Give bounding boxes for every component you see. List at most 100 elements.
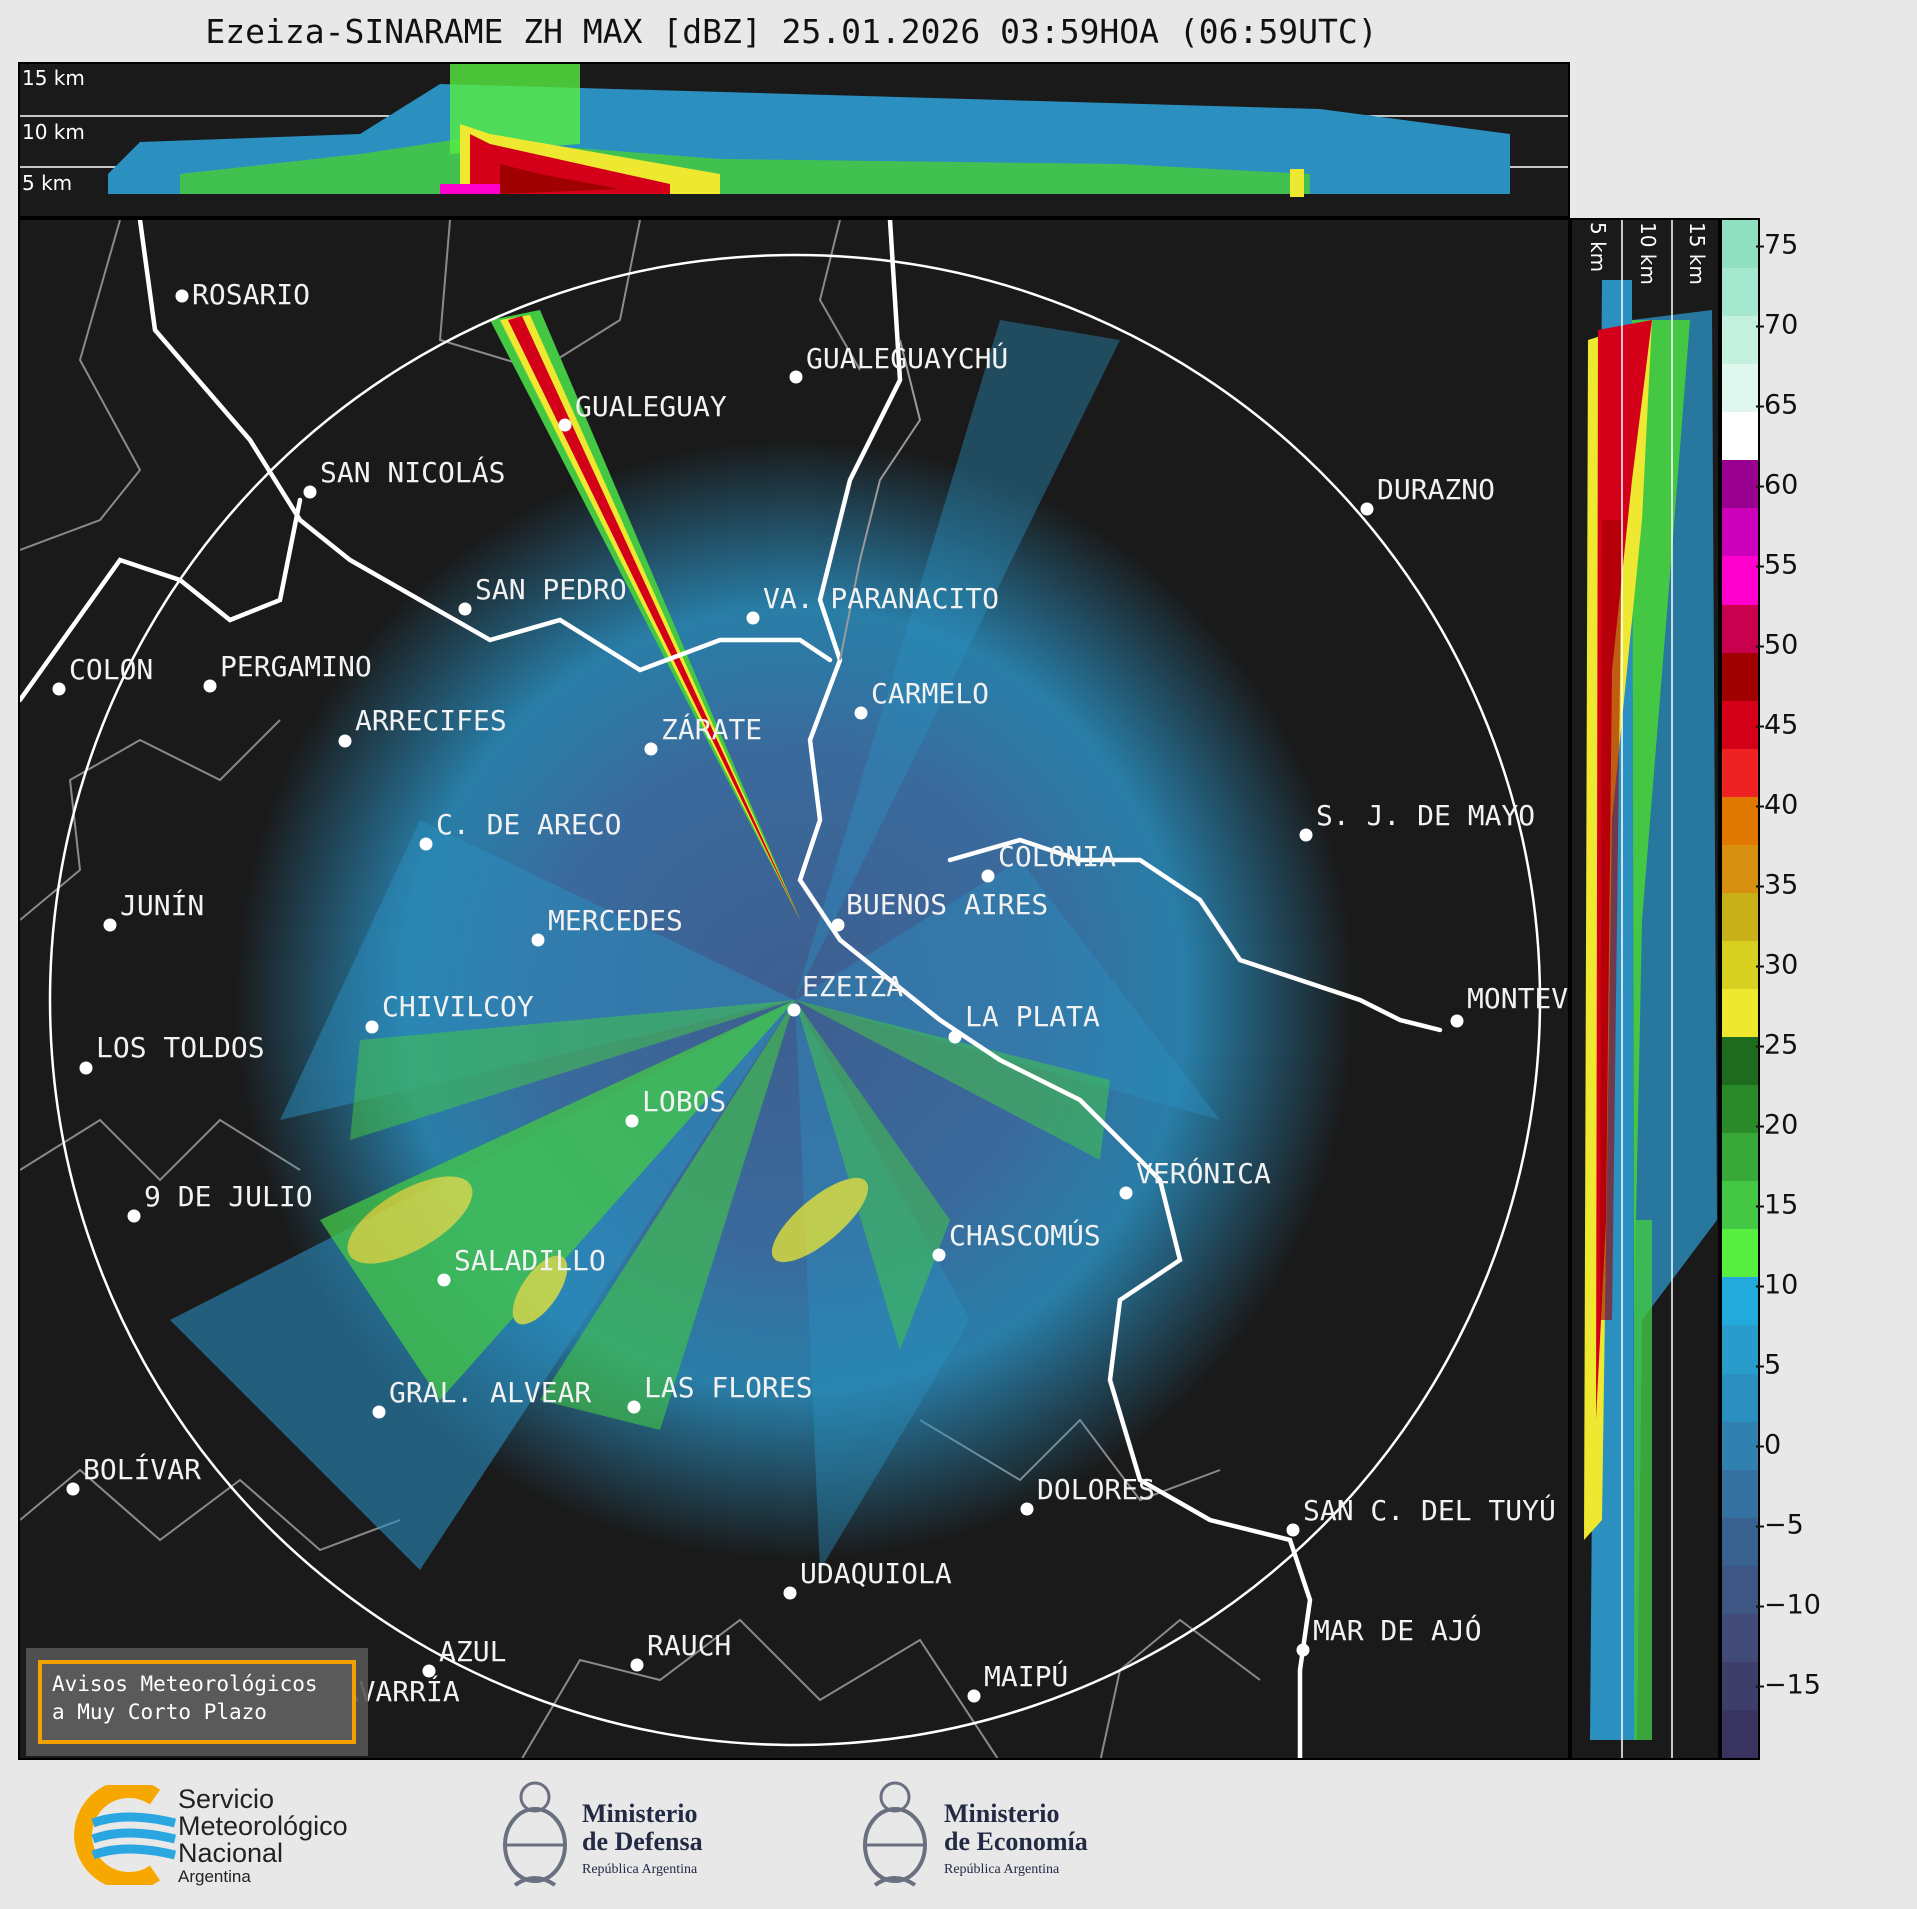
city-dot (531, 933, 545, 947)
city-label-saladillo: SALADILLO (454, 1244, 606, 1277)
height-label-10km: 10 km (22, 120, 85, 144)
map-title: Ezeiza-SINARAME ZH MAX [dBZ] 25.01.2026 … (205, 12, 1378, 51)
colorbar-segment (1722, 1085, 1758, 1135)
city-label-durazno: DURAZNO (1377, 473, 1496, 506)
economia-line-2: de Economía (944, 1827, 1088, 1856)
city-label-san-c-del-tuyu: SAN C. DEL TUYÚ (1303, 1494, 1556, 1527)
colorbar-tick-label: 40 (1755, 789, 1799, 821)
city-dot (127, 1209, 141, 1223)
colorbar-tick-label: 25 (1755, 1029, 1799, 1061)
city-dot (66, 1482, 80, 1496)
colorbar-segment (1722, 844, 1758, 894)
city-dot (422, 1664, 436, 1678)
defensa-logo-text: Ministerio de Defensa República Argentin… (582, 1800, 703, 1884)
city-label-las-flores: LAS FLORES (644, 1371, 813, 1404)
defensa-line-3: República Argentina (582, 1862, 698, 1877)
city-label-maipu: MAIPÚ (984, 1660, 1069, 1693)
colorbar-segment (1722, 556, 1758, 606)
city-label-zarate: ZÁRATE (661, 713, 763, 746)
city-dot (1450, 1014, 1464, 1028)
colorbar-segment (1722, 1661, 1758, 1711)
colorbar-segment (1722, 1277, 1758, 1327)
city-dot (1020, 1502, 1034, 1516)
city-dot (79, 1061, 93, 1075)
colorbar-tick-label: 20 (1755, 1109, 1799, 1141)
city-dot (627, 1400, 641, 1414)
city-label-chascomus: CHASCOMÚS (949, 1219, 1101, 1252)
city-label-los-toldos: LOS TOLDOS (96, 1031, 265, 1064)
colorbar-segment (1722, 652, 1758, 702)
city-label-carmelo: CARMELO (871, 677, 990, 710)
city-label-gualeguay: GUALEGUAY (575, 390, 727, 423)
height-label-5km: 5 km (22, 171, 73, 195)
city-label-lobos: LOBOS (642, 1085, 727, 1118)
city-label-rosario: ROSARIO (192, 278, 311, 311)
city-dot (558, 418, 572, 432)
city-label-buenos-aires: BUENOS AIRES (846, 888, 1049, 921)
smn-line-3: Nacional (178, 1838, 284, 1868)
city-dot (365, 1020, 379, 1034)
height-label-15km: 15 km (22, 66, 85, 90)
colorbar-tick-label: 10 (1755, 1269, 1799, 1301)
city-label-rauch: RAUCH (647, 1629, 732, 1662)
city-dot (981, 869, 995, 883)
city-dot (783, 1586, 797, 1600)
city-label-junin: JUNÍN (120, 889, 205, 922)
height-label-5km-side: 5 km (1586, 222, 1610, 273)
city-dot (419, 837, 433, 851)
colorbar-segment (1722, 989, 1758, 1039)
city-dot (1286, 1523, 1300, 1537)
colorbar-segment (1722, 1421, 1758, 1471)
city-label-azul: AZUL (439, 1635, 507, 1668)
colorbar-segment (1722, 1325, 1758, 1375)
colorbar-segment (1722, 1613, 1758, 1663)
smn-line-4: Argentina (178, 1867, 251, 1886)
city-dot (1296, 1643, 1310, 1657)
city-dot (644, 742, 658, 756)
city-dot (854, 706, 868, 720)
colorbar-segment (1722, 268, 1758, 318)
city-label-la-plata: LA PLATA (965, 1000, 1100, 1033)
colorbar-segment (1722, 1181, 1758, 1231)
reflectivity-colorbar (1720, 218, 1760, 1760)
city-label-bolivar: BOLÍVAR (83, 1453, 202, 1486)
colorbar-tick-label: 30 (1755, 949, 1799, 981)
city-dot (948, 1030, 962, 1044)
city-dot (338, 734, 352, 748)
economia-line-3: República Argentina (944, 1862, 1060, 1877)
colorbar-tick-label: 0 (1755, 1429, 1782, 1461)
city-dot (625, 1114, 639, 1128)
city-label-mar-de-ajo: MAR DE AJÓ (1313, 1614, 1482, 1647)
city-dot (175, 289, 189, 303)
city-label-gualeguaychu: GUALEGUAYCHÚ (806, 342, 1009, 375)
colorbar-segment (1722, 796, 1758, 846)
height-label-15km-side: 15 km (1685, 222, 1709, 285)
colorbar-tick-label: 65 (1755, 389, 1799, 421)
smn-logo-text: Servicio Meteorológico Nacional Argentin… (178, 1786, 348, 1887)
city-dot (932, 1248, 946, 1262)
colorbar-segment (1722, 1373, 1758, 1423)
economia-line-1: Ministerio (944, 1799, 1060, 1828)
argentina-coat-of-arms-icon (503, 1781, 567, 1887)
colorbar-segment (1722, 604, 1758, 654)
colorbar-segment (1722, 316, 1758, 366)
city-label-udaquiola: UDAQUIOLA (800, 1557, 952, 1590)
colorbar-tick-label: 35 (1755, 869, 1799, 901)
city-dot (967, 1689, 981, 1703)
colorbar-tick-label: −15 (1756, 1669, 1821, 1701)
economia-logo-text: Ministerio de Economía República Argenti… (944, 1800, 1088, 1884)
city-label-c-de-areco: C. DE ARECO (436, 808, 622, 841)
avisos-box[interactable]: Avisos Meteorológicos a Muy Corto Plazo (38, 1660, 356, 1744)
city-label-montevideo: MONTEVIDEO (1467, 982, 1569, 1015)
colorbar-segment (1722, 940, 1758, 990)
colorbar-segment (1722, 1133, 1758, 1183)
avisos-line-2: a Muy Corto Plazo (52, 1700, 267, 1724)
colorbar-segment (1722, 892, 1758, 942)
city-dot (103, 918, 117, 932)
colorbar-segment (1722, 1469, 1758, 1519)
colorbar-tick-label: 75 (1755, 229, 1799, 261)
city-label-ezeiza: EZEIZA (802, 970, 904, 1003)
city-dot (437, 1273, 451, 1287)
city-label-dolores: DOLORES (1037, 1473, 1156, 1506)
argentina-coat-of-arms-icon (863, 1781, 927, 1887)
